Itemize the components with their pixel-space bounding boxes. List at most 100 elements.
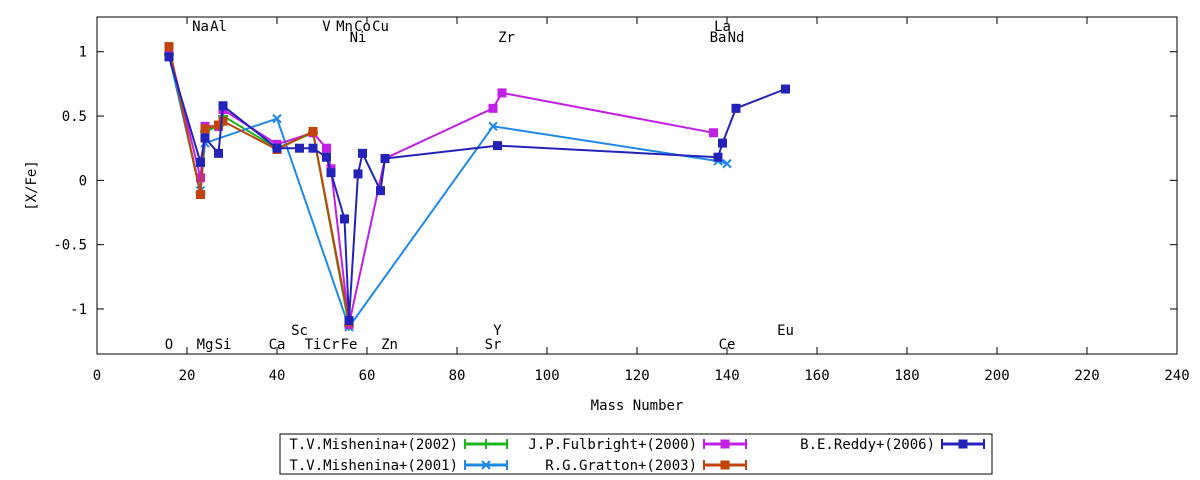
data-point [214,148,223,158]
element-label: Zn [381,337,398,353]
data-point [493,141,502,151]
data-point [781,84,790,94]
legend-swatch-marker [720,460,730,470]
data-point [196,173,205,183]
element-label: La [714,19,731,35]
legend-label: T.V.Mishenina+(2002) [289,437,458,453]
element-label: Co [354,19,371,35]
ticks-layer: 0 20 40 60 80 100 120 140 160 180 200 220 240 -1 -0.5 0… [53,17,1190,384]
legend-item: R.G.Gratton+(2003) [545,458,747,474]
x-tick-label: 160 [804,368,829,384]
element-label: Si [215,337,232,353]
data-point [340,214,349,224]
element-label: Ni [350,30,367,46]
data-point [713,152,723,162]
data-point [196,190,205,200]
element-label: Zr [498,30,515,46]
y-tick-label: 0 [79,173,87,189]
x-tick-label: 20 [179,368,196,384]
element-label: Mg [197,337,214,353]
y-tick-label: 1 [79,45,87,61]
element-label: Cr [323,337,340,353]
series-layer [164,42,790,332]
legend-item: B.E.Reddy+(2006) [800,437,985,453]
data-point [497,88,507,98]
data-point [358,148,367,158]
x-tick-label: 0 [93,368,101,384]
x-tick-label: 240 [1164,368,1189,384]
data-point [200,124,210,134]
data-point [164,42,174,52]
element-label: Ti [305,337,322,353]
legend-box [279,433,993,475]
data-point [164,52,174,62]
series-4 [164,52,790,326]
element-label: Na [192,19,209,35]
element-label: Fe [341,337,358,353]
data-point [488,103,498,113]
element-label: Y [493,323,502,339]
data-point [308,143,318,153]
data-point [376,186,385,196]
data-point [709,128,718,138]
element-label: Eu [777,323,794,339]
legend-label: B.E.Reddy+(2006) [800,437,935,453]
x-tick-label: 220 [1074,368,1099,384]
legend-swatch-marker [481,439,491,449]
element-label: O [165,337,173,353]
data-point [308,126,318,136]
data-point [272,113,282,124]
legend-item: T.V.Mishenina+(2001) [289,458,508,474]
data-point [344,316,354,326]
x-tick-label: 140 [714,368,739,384]
x-tick-label: 60 [359,368,376,384]
data-point [322,152,331,162]
data-point [196,157,205,167]
x-tick-label: 180 [894,368,919,384]
x-tick-label: 120 [624,368,649,384]
legend-item: T.V.Mishenina+(2002) [289,437,508,453]
x-tick-label: 100 [534,368,559,384]
element-label: Ce [719,337,736,353]
legend-item: J.P.Fulbright+(2000) [528,437,747,453]
element-label: Sr [485,337,502,353]
element-label: Ba [710,30,727,46]
x-tick-label: 200 [984,368,1009,384]
x-tick-label: 40 [269,368,286,384]
x-axis-label: Mass Number [591,398,684,414]
data-point [722,158,732,169]
data-point [218,101,228,111]
element-label: Nd [728,30,745,46]
element-label: V [322,19,331,35]
legend-label: R.G.Gratton+(2003) [545,458,697,474]
element-label: Al [210,19,227,35]
data-point [295,143,304,153]
data-point [200,133,210,143]
data-point [272,143,282,153]
data-point [718,138,727,148]
legend-label: J.P.Fulbright+(2000) [528,437,697,453]
legend: T.V.Mishenina+(2002) T.V.Mishenina+(2001)… [279,433,993,475]
element-label: Ca [269,337,286,353]
legend-swatch-marker [958,439,968,449]
data-point [322,143,331,153]
element-label: Cu [372,19,389,35]
data-point [488,121,498,132]
data-point [380,153,390,163]
data-point [326,168,336,178]
y-tick-label: -1 [70,302,87,318]
data-point [353,169,363,179]
element-labels-layer: Na Al V Mn Co Cu La Ni Zr Ba Nd Sc Y Eu O Mg Si Ca Ti Cr Fe Z… [165,19,794,353]
legend-label: T.V.Mishenina+(2001) [289,458,458,474]
x-tick-label: 80 [449,368,466,384]
legend-swatch-marker [720,439,730,449]
legend-swatch-marker [481,460,491,470]
element-label: Mn [336,19,353,35]
y-axis-label: [X/Fe] [24,160,40,211]
element-label: Sc [291,323,308,339]
data-point [731,103,741,113]
y-tick-label: -0.5 [53,238,87,254]
y-tick-label: 0.5 [62,109,87,125]
